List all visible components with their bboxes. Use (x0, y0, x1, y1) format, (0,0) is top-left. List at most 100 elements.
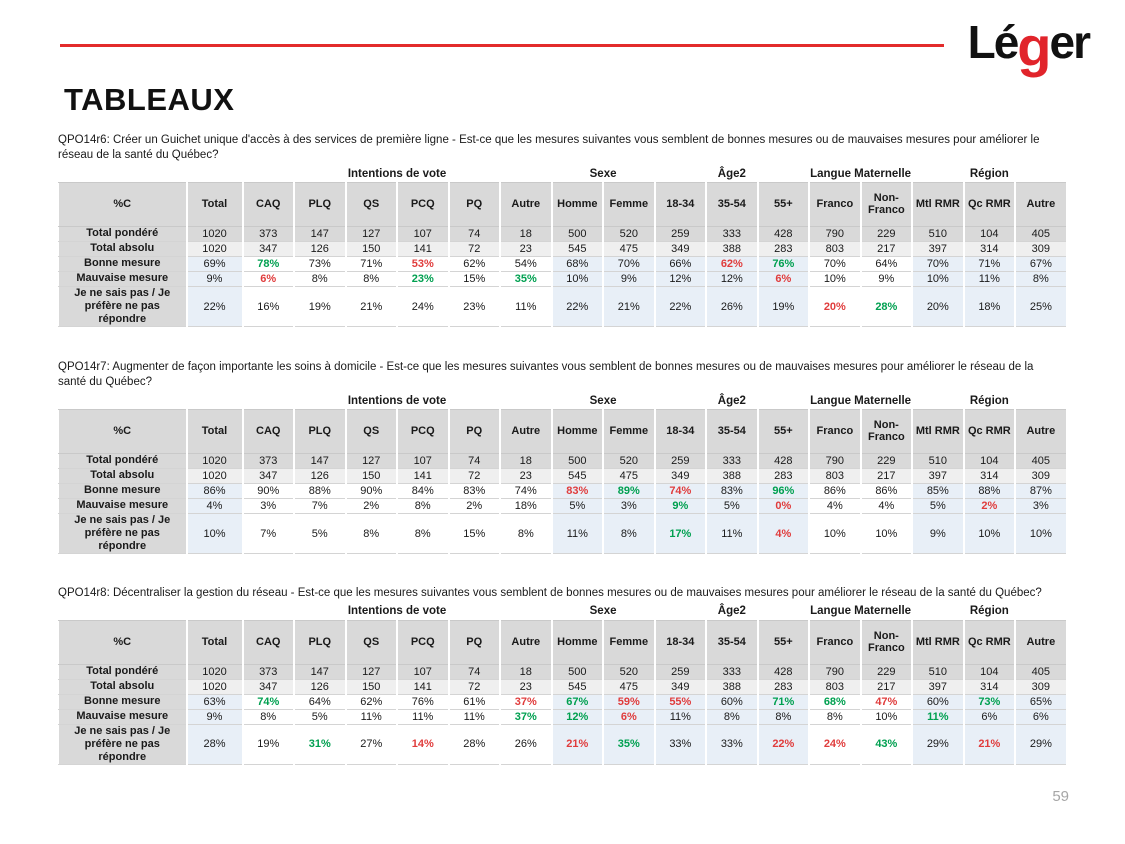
table-cell: 15% (448, 271, 501, 287)
column-header: Homme (551, 408, 605, 454)
table-cell: 1020 (186, 679, 244, 695)
column-header: CAQ (242, 181, 295, 227)
table-cell: 73% (293, 256, 347, 272)
table-cell: 6% (757, 271, 811, 287)
table-cell: 314 (963, 241, 1017, 257)
column-header: Mtl RMR (911, 181, 965, 227)
table-cell: 388 (705, 468, 759, 484)
table-holder: Intentions de vote Sexe Âge2 Langue Materne… (58, 604, 1068, 766)
table-cell: 22% (654, 286, 708, 328)
column-header: PCQ (396, 619, 450, 665)
table-cell: 83% (705, 483, 759, 499)
table-cell: 10% (808, 271, 862, 287)
table-cell: 520 (602, 453, 656, 469)
table-cell: 803 (808, 468, 862, 484)
table-cell: 2% (963, 498, 1017, 514)
column-group-spacer (187, 166, 243, 182)
column-header: %C (58, 408, 188, 454)
table-cell: 229 (860, 664, 914, 680)
table-cell: 4% (860, 498, 914, 514)
table-cell: 61% (448, 694, 501, 710)
table-cell: 150 (345, 679, 398, 695)
table-cell: 12% (654, 271, 708, 287)
table-cell: 5% (293, 513, 347, 555)
row-label: Je ne sais pas / Je préfère ne pas répon… (58, 286, 188, 328)
table-cell: 37% (499, 709, 553, 725)
table-cell: 74 (448, 453, 501, 469)
table-cell: 72 (448, 679, 501, 695)
table-cell: 10% (860, 709, 914, 725)
table-cell: 259 (654, 664, 708, 680)
table-cell: 510 (911, 226, 965, 242)
table-row: Je ne sais pas / Je préfère ne pas répon… (58, 286, 1068, 328)
table-cell: 19% (242, 724, 295, 766)
table-cell: 71% (345, 256, 398, 272)
table-cell: 11% (499, 286, 553, 328)
table-row: Total absolu 1020 347 126 150 141 72 23 545 475 34… (58, 468, 1068, 484)
column-header: PLQ (293, 408, 347, 454)
table-cell: 5% (705, 498, 759, 514)
column-header: Qc RMR (963, 408, 1017, 454)
table-cell: 10% (808, 513, 862, 555)
table-cell: 790 (808, 453, 862, 469)
table-cell: 53% (396, 256, 450, 272)
table-cell: 405 (1014, 664, 1068, 680)
table-cell: 428 (757, 453, 811, 469)
table-cell: 11% (396, 709, 450, 725)
question-block-qpo14r7: QPO14r7: Augmenter de façon importante l… (58, 360, 1068, 555)
table-cell: 11% (448, 709, 501, 725)
table-cell: 62% (448, 256, 501, 272)
column-header: Homme (551, 619, 605, 665)
column-header: Mtl RMR (911, 408, 965, 454)
column-header: 18-34 (654, 619, 708, 665)
table-cell: 6% (602, 709, 656, 725)
column-group-header: Région (969, 605, 1009, 618)
table-cell: 96% (757, 483, 811, 499)
table-cell: 10% (186, 513, 244, 555)
column-header: 18-34 (654, 408, 708, 454)
table-cell: 5% (293, 709, 347, 725)
table-cell: 65% (1014, 694, 1068, 710)
table-cell: 64% (293, 694, 347, 710)
column-header: QS (345, 619, 398, 665)
table-cell: 3% (602, 498, 656, 514)
table-cell: 545 (551, 468, 605, 484)
column-header: Femme (602, 408, 656, 454)
table-cell: 10% (963, 513, 1017, 555)
table-cell: 21% (345, 286, 398, 328)
table-cell: 18% (963, 286, 1017, 328)
table-cell: 8% (808, 709, 862, 725)
column-header: PCQ (396, 408, 450, 454)
table-holder: Intentions de vote Sexe Âge2 Langue Materne… (58, 166, 1068, 328)
table-cell: 76% (757, 256, 811, 272)
table-cell: 60% (705, 694, 759, 710)
table-row: Mauvaise mesure 9% 6% 8% 8% 23% 15% 35% 10% 9% 12%… (58, 271, 1068, 287)
survey-results-table: Intentions de vote Sexe Âge2 Langue Materne… (58, 604, 1068, 766)
column-group-spacer (187, 604, 243, 620)
table-cell: 309 (1014, 679, 1068, 695)
row-label: Bonne mesure (58, 694, 188, 710)
leger-logo: Léger (967, 14, 1091, 79)
table-cell: 349 (654, 679, 708, 695)
column-header: Qc RMR (963, 181, 1017, 227)
table-cell: 4% (757, 513, 811, 555)
column-header: PLQ (293, 619, 347, 665)
question-text: QPO14r6: Créer un Guichet unique d'accès… (58, 134, 1040, 162)
table-cell: 500 (551, 453, 605, 469)
logo-text-left: Lé (967, 16, 1020, 68)
table-cell: 15% (448, 513, 501, 555)
table-cell: 10% (860, 513, 914, 555)
table-cell: 21% (602, 286, 656, 328)
table-row: Bonne mesure 63% 74% 64% 62% 76% 61% 37% 67% 59% 5… (58, 694, 1068, 710)
table-cell: 70% (602, 256, 656, 272)
column-header: 55+ (757, 619, 811, 665)
column-group-header: Âge2 (717, 167, 746, 180)
table-cell: 74% (242, 694, 295, 710)
table-row: Total pondéré 1020 373 147 127 107 74 18 500 520 2… (58, 664, 1068, 680)
table-cell: 43% (860, 724, 914, 766)
column-group-header: Région (969, 167, 1009, 180)
table-cell: 78% (242, 256, 295, 272)
column-header: Non-Franco (860, 619, 914, 665)
table-cell: 790 (808, 226, 862, 242)
table-cell: 1020 (186, 241, 244, 257)
